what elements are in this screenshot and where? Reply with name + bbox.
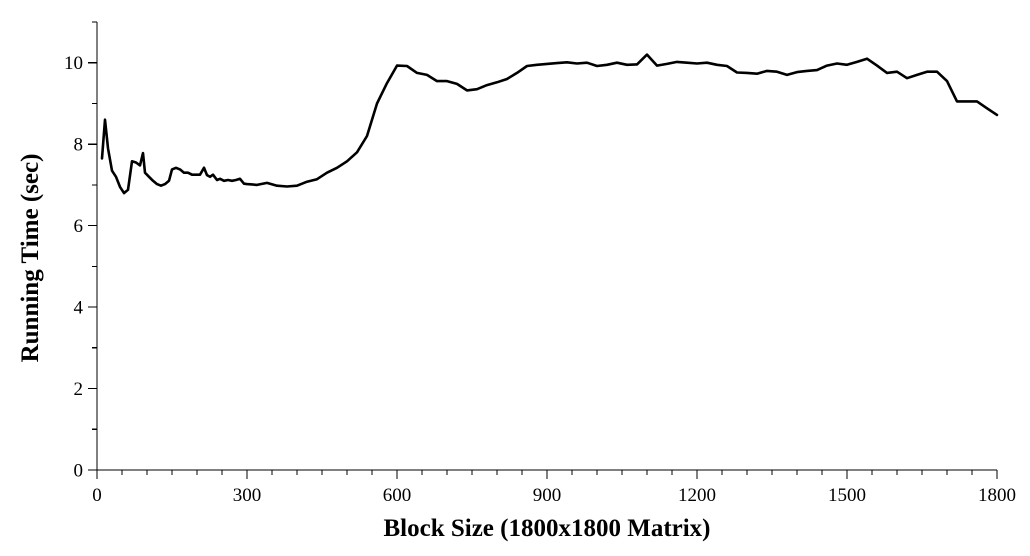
x-tick-label: 600 bbox=[383, 485, 412, 506]
x-tick-label: 900 bbox=[533, 485, 562, 506]
x-tick-label: 0 bbox=[92, 485, 102, 506]
y-tick-label: 2 bbox=[74, 379, 84, 400]
axes bbox=[96, 22, 997, 471]
y-tick-label: 10 bbox=[64, 53, 83, 74]
y-tick-label: 4 bbox=[74, 298, 84, 319]
x-tick-label: 1800 bbox=[978, 485, 1016, 506]
x-axis-title: Block Size (1800x1800 Matrix) bbox=[383, 515, 710, 542]
ticks: 0 300 600 900 1200 1500 1800 0 2 4 6 8 10 bbox=[64, 21, 1016, 506]
series bbox=[100, 53, 999, 195]
series-line bbox=[100, 53, 999, 195]
y-tick-label: 6 bbox=[74, 216, 84, 237]
y-axis-title: Running Time (sec) bbox=[17, 154, 44, 363]
x-tick-label: 1200 bbox=[678, 485, 716, 506]
x-tick-label: 300 bbox=[233, 485, 262, 506]
x-tick-label: 1500 bbox=[828, 485, 866, 506]
y-tick-label: 8 bbox=[74, 135, 84, 156]
y-tick-label: 0 bbox=[74, 461, 84, 482]
